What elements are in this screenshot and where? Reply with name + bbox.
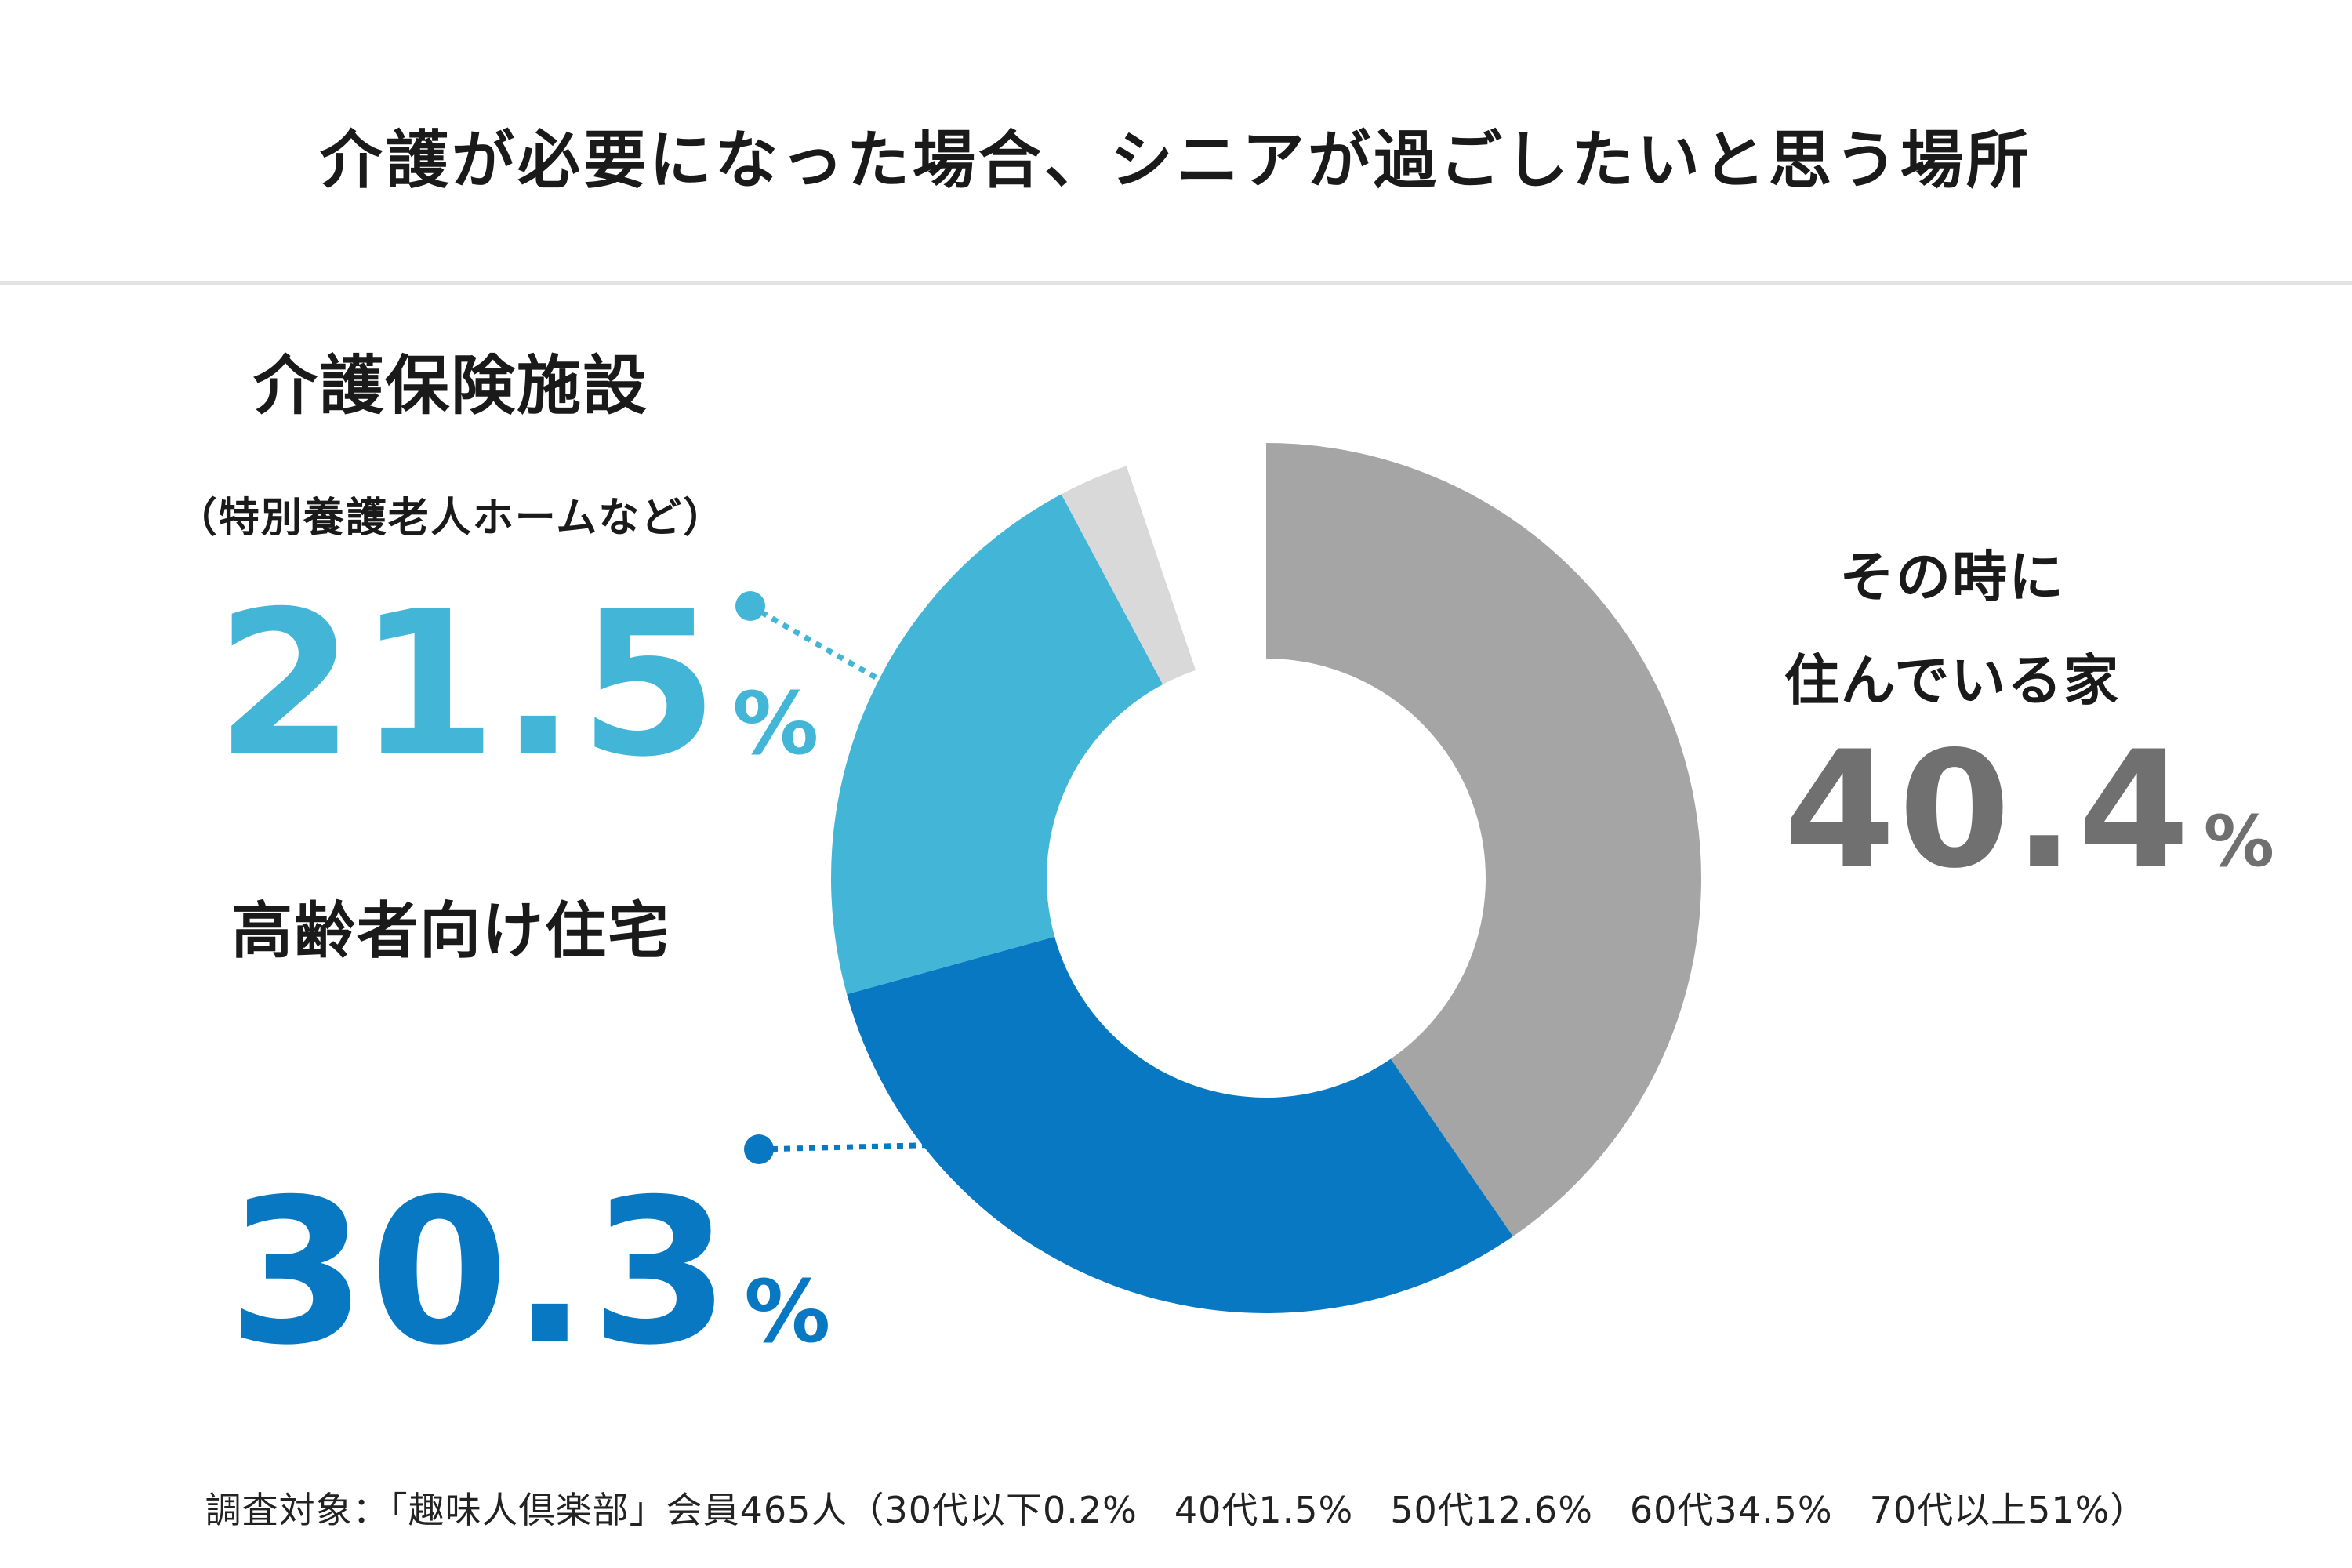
- care-facility-percent: %: [732, 673, 822, 774]
- senior-housing-label: 高齢者向け住宅: [230, 896, 670, 967]
- donut-slices: [831, 443, 1701, 1313]
- slice-blank: [1126, 443, 1266, 670]
- senior-housing-percent: %: [744, 1261, 834, 1362]
- leader-dot-care: [735, 591, 765, 621]
- survey-footnote: 調査対象：「趣味人倶楽部」会員465人（30代以下0.2% 40代1.5% 50…: [205, 1489, 2147, 1531]
- leader-line-care: [749, 603, 895, 690]
- care-facility-value: 21.5%: [216, 568, 822, 801]
- current-home-label-line1: その時に: [1839, 545, 2065, 609]
- leader-lines: [735, 591, 943, 1164]
- senior-housing-value: 30.3%: [227, 1156, 833, 1389]
- current-home-value-number: 40.4: [1784, 717, 2193, 904]
- slice-senior: [847, 936, 1513, 1313]
- leader-line-senior: [758, 1142, 943, 1152]
- slice-other: [1061, 466, 1196, 684]
- leader-dot-senior: [744, 1134, 774, 1164]
- care-facility-label: 介護保険施設: [252, 349, 648, 423]
- chart-title: 介護が必要になった場合、シニアが過ごしたいと思う場所: [320, 124, 2032, 197]
- current-home-value: 40.4%: [1784, 717, 2278, 904]
- title-divider: [0, 281, 2352, 285]
- senior-housing-value-number: 30.3: [227, 1156, 734, 1389]
- current-home-label-line2: 住んでいる家: [1784, 648, 2121, 713]
- slice-home: [1266, 443, 1701, 1237]
- current-home-label: その時に 住んでいる家: [1709, 525, 2195, 732]
- slice-care: [831, 494, 1163, 995]
- care-facility-note: （特別養護老人ホームなど）: [176, 495, 726, 542]
- current-home-percent: %: [2203, 800, 2278, 883]
- care-facility-value-number: 21.5: [216, 568, 722, 801]
